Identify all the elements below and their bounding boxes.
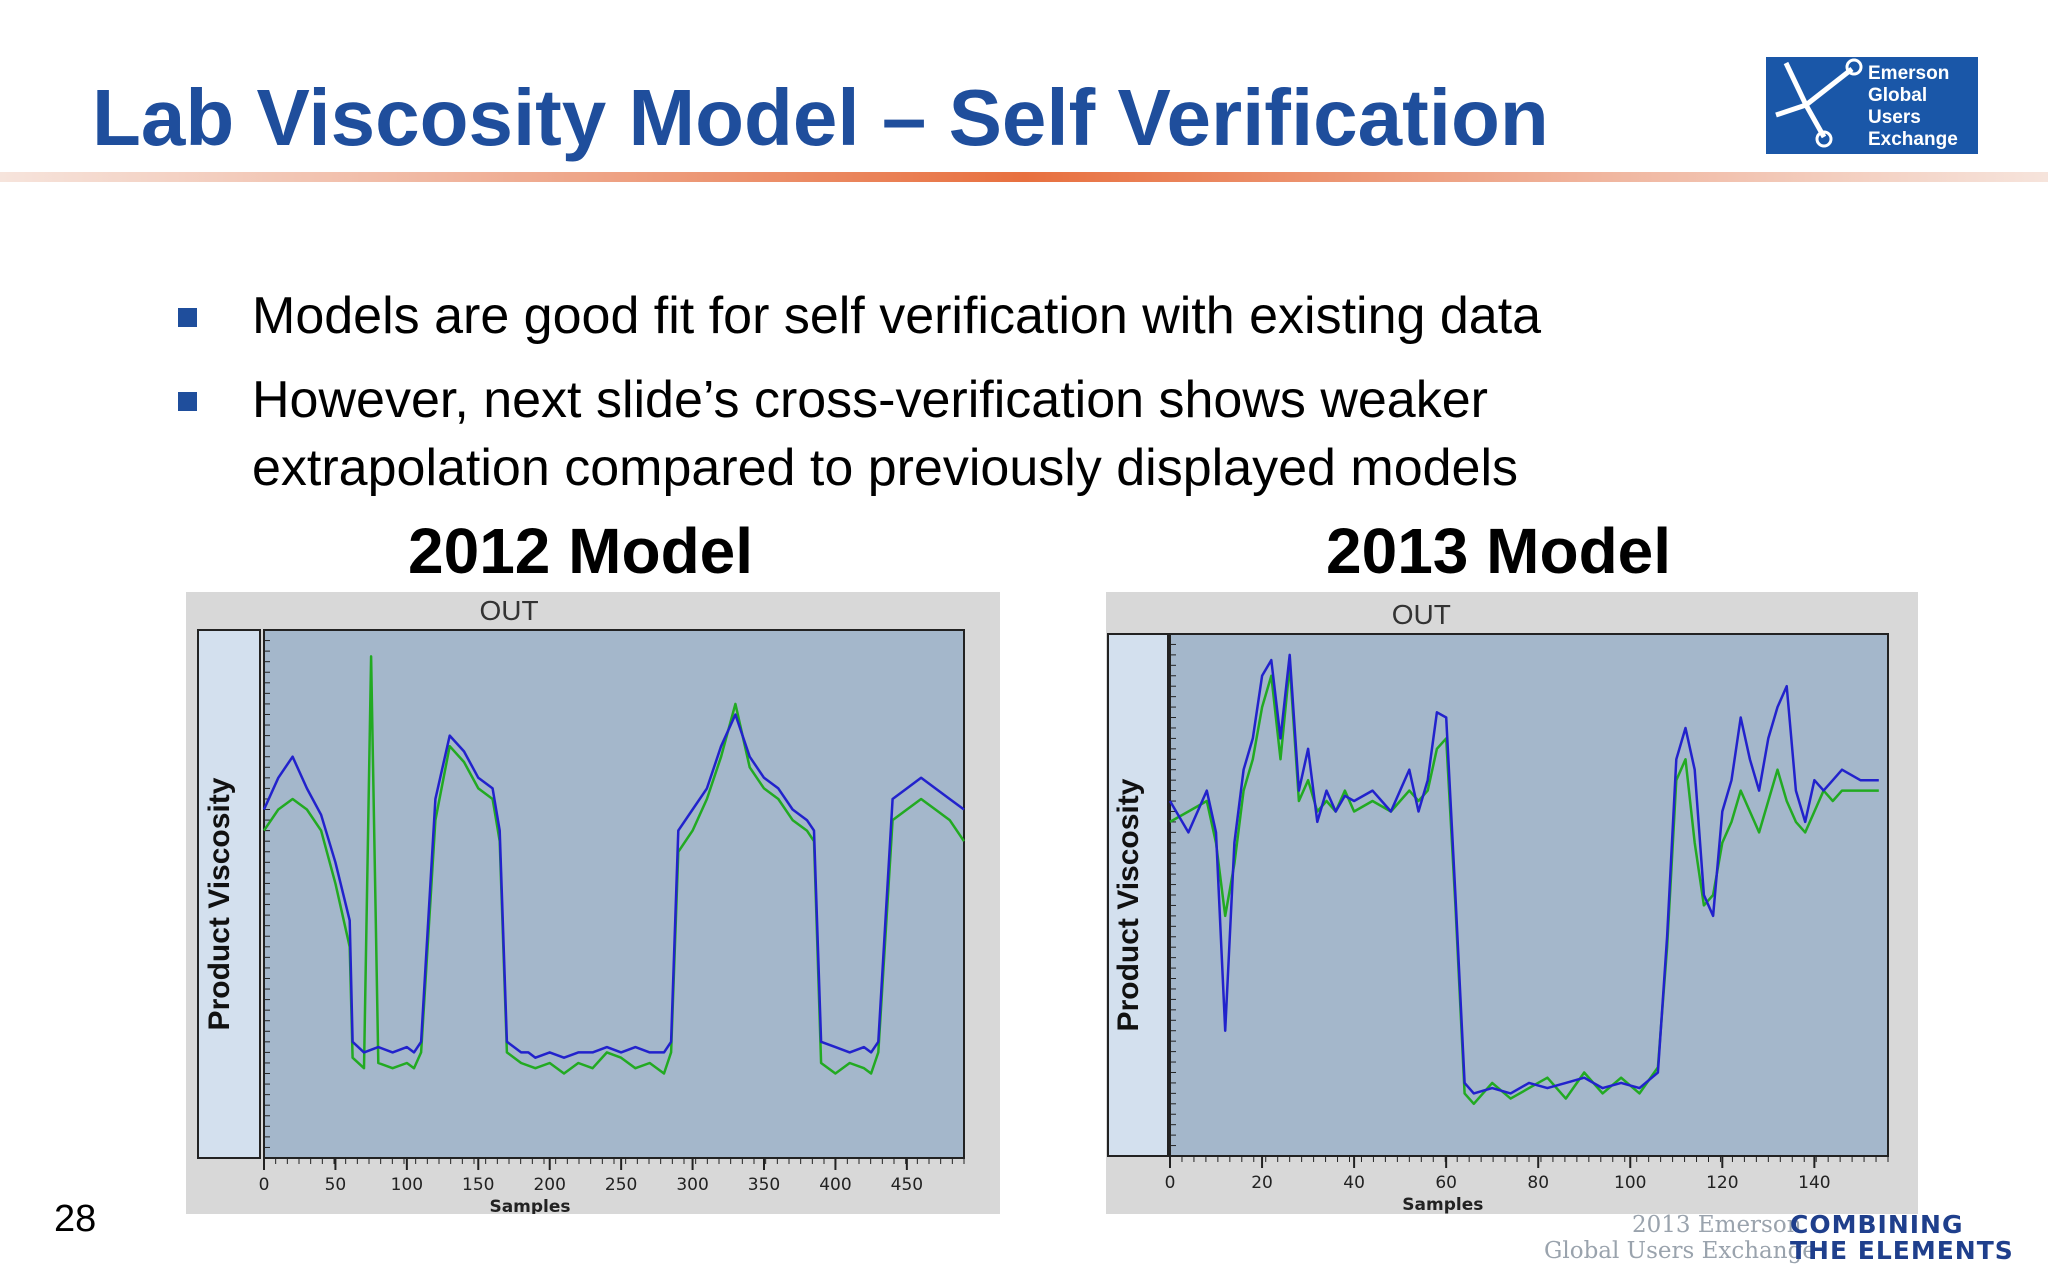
page-title: Lab Viscosity Model – Self Verification [92, 73, 1549, 162]
chart-2012-model: Product Viscosity OUT 0 50 100 150 200 250 300 35… [186, 592, 1000, 1214]
x-axis-label: Samples [489, 1197, 570, 1214]
x-tick-label: 250 [605, 1175, 637, 1195]
x-tick-label: 100 [1614, 1173, 1646, 1193]
x-axis-label: Samples [1402, 1195, 1483, 1214]
slide-number: 28 [54, 1198, 97, 1240]
bullet-text: Models are good fit for self verificatio… [252, 287, 1542, 345]
chart-inner-title: OUT [479, 595, 538, 626]
logo-line: Emerson [1868, 63, 1950, 84]
series-line [262, 655, 966, 1075]
footer-tag-2: THE ELEMENTS [1790, 1236, 2014, 1265]
series-line [262, 713, 965, 1059]
plot-area [1169, 633, 1889, 1157]
y-axis-label: Product Viscosity [203, 777, 236, 1030]
footer-line-2: Global Users Exchange [1544, 1238, 1816, 1264]
chart-2013-svg: Product Viscosity OUT 0 20 40 60 80 100 120 140 Sa… [1107, 599, 1889, 1214]
x-tick-label: 120 [1706, 1173, 1738, 1193]
x-tick-label: 0 [1165, 1173, 1176, 1193]
molecule-icon [1775, 58, 1863, 148]
x-tick-label: 100 [391, 1175, 423, 1195]
chart-inner-title: OUT [1392, 599, 1451, 630]
bullet-square-icon [178, 308, 197, 327]
x-tick-label: 140 [1798, 1173, 1830, 1193]
footer-tag-1: COMBINING [1790, 1210, 1964, 1239]
x-tick-label: 50 [325, 1175, 347, 1195]
title-underline [0, 172, 2048, 182]
bullet-list: Models are good fit for self verificatio… [178, 282, 1738, 518]
logo-line: Exchange [1868, 129, 1958, 150]
x-tick-label: 200 [533, 1175, 565, 1195]
x-tick-label: 40 [1343, 1173, 1365, 1193]
series-line [1168, 653, 1879, 1095]
x-tick-label: 80 [1527, 1173, 1549, 1193]
x-tick-label: 0 [259, 1175, 270, 1195]
y-axis-label: Product Viscosity [1112, 778, 1145, 1031]
x-tick-label: 400 [819, 1175, 851, 1195]
emerson-logo: Emerson Global Users Exchange [1766, 57, 1978, 154]
logo-line: Users [1868, 107, 1921, 128]
logo-line: Global [1868, 85, 1928, 106]
y-label-panel [197, 629, 261, 1159]
x-tick-label: 300 [676, 1175, 708, 1195]
chart-heading-2012: 2012 Model [408, 515, 754, 587]
x-tick-label: 350 [748, 1175, 780, 1195]
bullet-item: However, next slide’s cross-verification… [178, 366, 1738, 502]
x-tick-label: 450 [891, 1175, 923, 1195]
series-line [1169, 664, 1879, 1106]
x-tick-label: 60 [1435, 1173, 1457, 1193]
x-tick-label: 150 [462, 1175, 494, 1195]
bullet-square-icon [178, 392, 197, 411]
chart-2013-model: Product Viscosity OUT 0 20 40 60 80 100 120 140 Sa… [1106, 592, 1918, 1214]
chart-heading-2013: 2013 Model [1326, 515, 1672, 587]
footer-line-1: 2013 Emerson [1632, 1212, 1802, 1238]
bullet-text: However, next slide’s cross-verification… [252, 371, 1519, 497]
bullet-item: Models are good fit for self verificatio… [178, 282, 1738, 350]
x-tick-label: 20 [1251, 1173, 1273, 1193]
chart-2012-svg: Product Viscosity OUT 0 50 100 150 200 250 300 35… [197, 595, 966, 1214]
y-label-panel [1107, 633, 1169, 1157]
plot-area [263, 629, 965, 1159]
